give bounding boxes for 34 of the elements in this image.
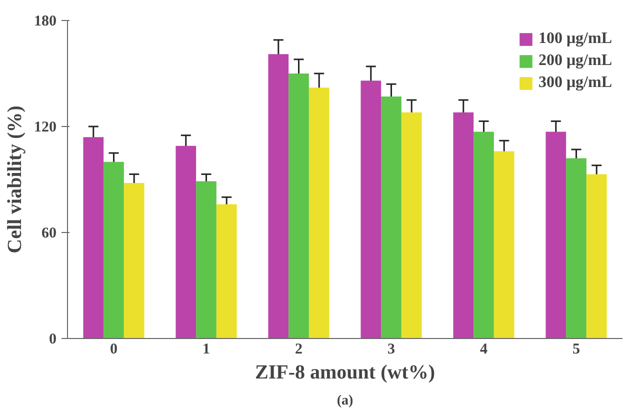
bar — [176, 146, 196, 338]
x-tick-label: 1 — [202, 342, 210, 358]
bar — [586, 174, 607, 338]
bar — [453, 112, 474, 338]
bar — [268, 54, 289, 338]
bar — [196, 181, 216, 338]
bar — [546, 132, 566, 338]
y-tick-label: 0 — [49, 332, 56, 348]
legend-label: 200 μg/mL — [538, 52, 612, 70]
bar — [83, 137, 104, 338]
x-tick-label: 5 — [572, 342, 580, 358]
bar — [401, 112, 422, 338]
bar — [566, 158, 586, 338]
legend-label: 100 μg/mL — [538, 30, 612, 48]
y-axis-title: Cell viability (%) — [4, 106, 26, 254]
bar — [216, 204, 237, 338]
bar — [360, 80, 382, 338]
bar — [308, 88, 330, 338]
y-tick-label: 60 — [42, 226, 56, 242]
bar — [288, 74, 309, 338]
x-tick-label: 0 — [110, 342, 118, 358]
bar — [494, 151, 514, 338]
legend-label: 300 μg/mL — [538, 74, 612, 92]
x-tick-label: 4 — [480, 342, 488, 358]
bar — [381, 96, 402, 338]
x-tick-label: 2 — [295, 342, 302, 358]
text: (a) — [336, 394, 354, 408]
x-axis-title: ZIF-8 amount (wt%) — [255, 362, 436, 384]
y-tick-label: 180 — [34, 14, 56, 30]
x-tick-label: 3 — [388, 342, 395, 358]
y-tick-label: 120 — [34, 120, 56, 136]
bar — [124, 183, 144, 338]
bar — [104, 162, 124, 338]
bar — [474, 132, 494, 338]
